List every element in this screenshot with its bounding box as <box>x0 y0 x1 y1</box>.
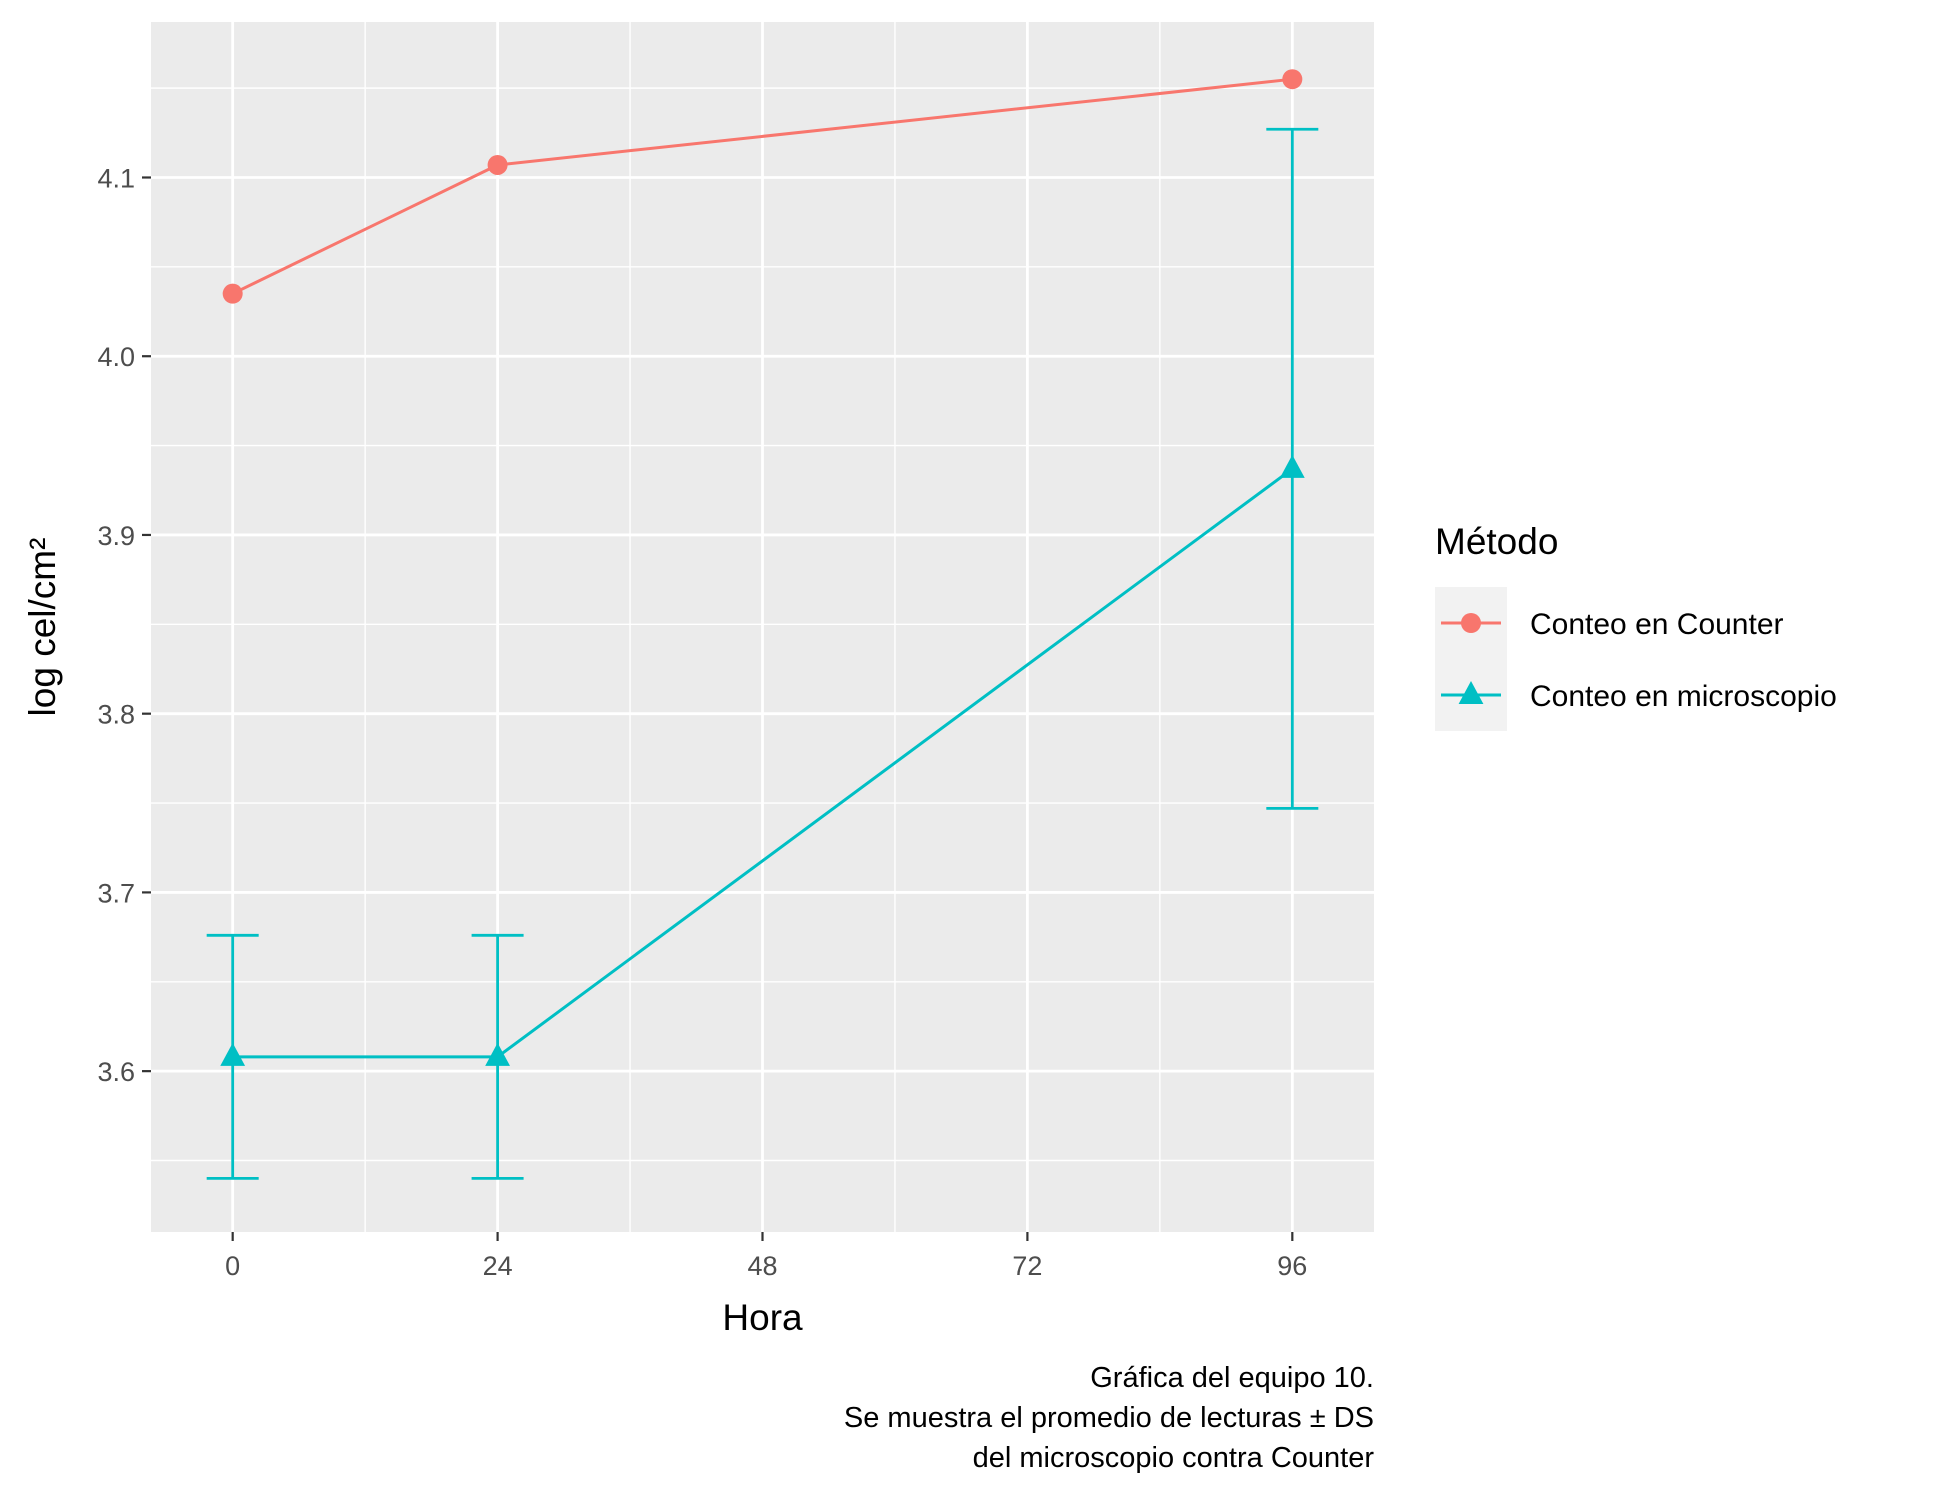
y-tick-label: 3.6 <box>97 1057 135 1087</box>
data-point <box>222 283 243 304</box>
data-point <box>220 1042 246 1066</box>
caption-line-3: del microscopio contra Counter <box>973 1442 1375 1474</box>
series-layer <box>206 69 1319 1180</box>
x-tick-label: 72 <box>1012 1251 1042 1281</box>
legend-label: Conteo en microscopio <box>1530 680 1837 713</box>
y-tick-label: 4.0 <box>97 342 135 372</box>
data-point <box>485 1042 510 1066</box>
legend-items: Conteo en Counter Conteo en microscopio <box>1441 608 1837 713</box>
caption-line-2: Se muestra el promedio de lecturas ± DS <box>844 1402 1374 1434</box>
series-1 <box>222 69 1303 304</box>
caption: Gráfica del equipo 10. Se muestra el pro… <box>844 1362 1374 1474</box>
y-tick-label: 3.8 <box>97 700 135 730</box>
x-tick-label: 48 <box>747 1251 777 1281</box>
x-tick-label: 24 <box>483 1251 513 1281</box>
data-point <box>1458 681 1484 704</box>
legend-label: Conteo en Counter <box>1530 608 1784 641</box>
series-2 <box>206 127 1319 1180</box>
legend-title: Método <box>1435 521 1558 562</box>
data-point <box>1282 69 1303 90</box>
data-point <box>487 154 508 175</box>
y-tick-label: 4.1 <box>97 163 135 193</box>
y-axis: 3.6 3.7 3.8 3.9 4.0 4.1 <box>97 163 151 1087</box>
legend-item: Conteo en Counter <box>1441 608 1784 641</box>
legend-key-background <box>1435 587 1507 731</box>
legend-item: Conteo en microscopio <box>1441 680 1837 713</box>
y-axis-title: log cel/cm² <box>22 538 63 717</box>
x-tick-label: 0 <box>225 1251 240 1281</box>
data-point <box>1279 454 1305 478</box>
x-axis: 0 24 48 72 96 <box>225 1232 1307 1281</box>
y-tick-label: 3.9 <box>97 521 135 551</box>
caption-line-1: Gráfica del equipo 10. <box>1090 1362 1374 1394</box>
legend: Método Conteo en Counter Conteo en micros… <box>1435 521 1837 731</box>
data-point <box>1461 613 1481 633</box>
x-tick-label: 96 <box>1277 1251 1307 1281</box>
y-tick-label: 3.7 <box>97 878 135 908</box>
x-axis-title: Hora <box>722 1297 803 1338</box>
